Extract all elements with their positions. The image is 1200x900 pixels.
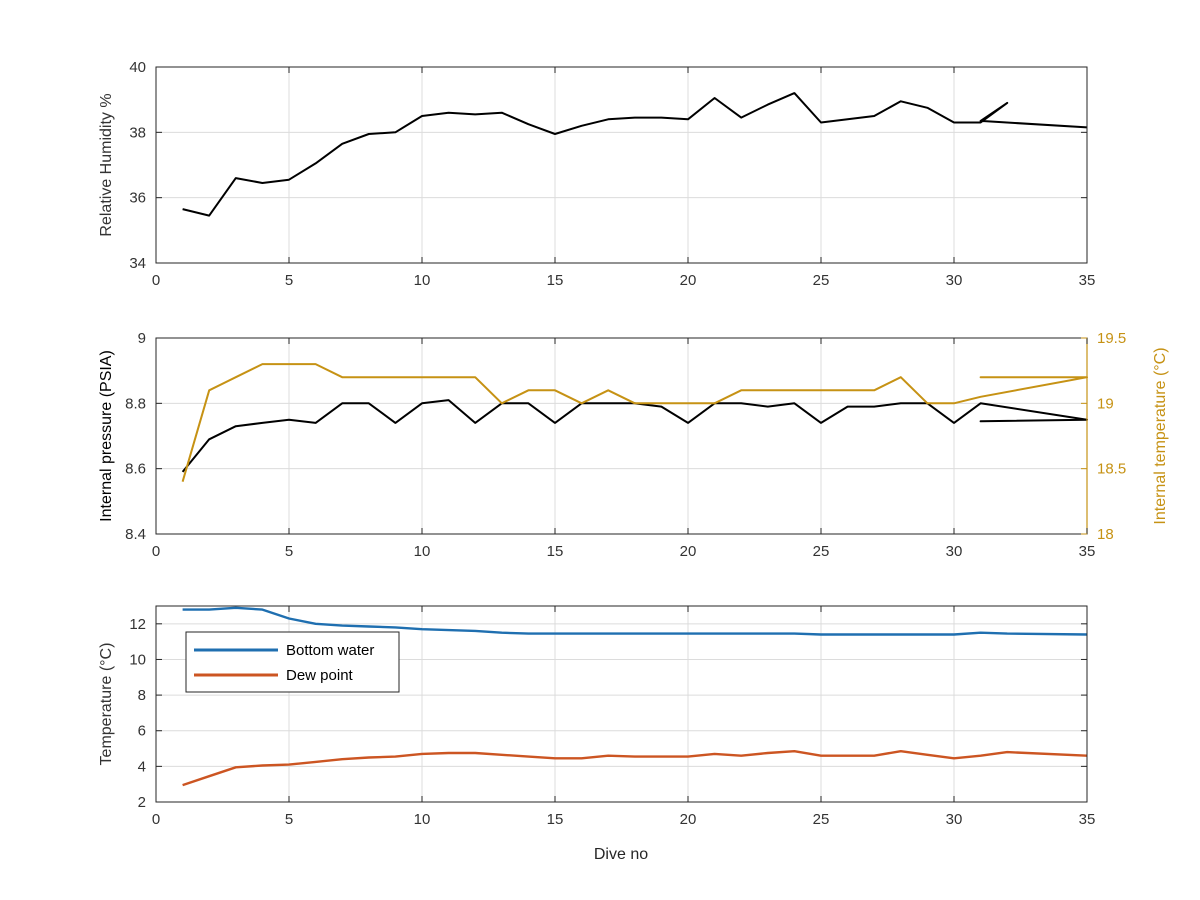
legend-box xyxy=(185,631,400,693)
x-tick-label: 15 xyxy=(547,811,564,828)
y-right-tick-label: 19.5 xyxy=(1097,330,1126,347)
legend-entry: Bottom water xyxy=(286,642,374,659)
series-line-dew-point xyxy=(182,750,1088,787)
pressure-temperature-plot: 0 5 10 15 20 25 30 35 8.4 8.6 8.8 9 18 18.5 19 19.5 Inte… xyxy=(98,330,1169,560)
x-tick-label: 5 xyxy=(285,811,293,828)
series-line-0-0 xyxy=(182,92,1088,217)
y-tick-label: 40 xyxy=(129,59,146,76)
x-tick-label: 15 xyxy=(547,272,564,289)
humidity-plot: 0 5 10 15 20 25 30 35 34 36 38 40 Relative Humidity … xyxy=(98,59,1095,289)
x-tick-label: 35 xyxy=(1079,272,1096,289)
x-tick-label: 20 xyxy=(680,811,697,828)
y-axis-label: Relative Humidity % xyxy=(98,93,115,236)
series-line-1-1 xyxy=(181,363,1088,482)
y-tick-label: 8.4 xyxy=(125,526,146,543)
x-tick-label: 35 xyxy=(1079,543,1096,560)
y-right-axis-label: Internal temperature (°C) xyxy=(1152,347,1169,524)
x-tick-label: 5 xyxy=(285,272,293,289)
x-tick-label: 5 xyxy=(285,543,293,560)
y-tick-label: 12 xyxy=(129,616,146,633)
y-tick-label: 36 xyxy=(129,190,146,207)
x-tick-label: 10 xyxy=(414,272,431,289)
y-tick-label: 38 xyxy=(129,124,146,141)
x-axis-label: Dive no xyxy=(594,846,648,863)
y-tick-label: 8.8 xyxy=(125,395,146,412)
x-tick-label: 25 xyxy=(813,543,830,560)
axes-box xyxy=(155,66,1088,264)
y-right-tick-label: 18 xyxy=(1097,526,1114,543)
x-tick-label: 15 xyxy=(547,543,564,560)
x-tick-label: 25 xyxy=(813,811,830,828)
x-tick-label: 20 xyxy=(680,543,697,560)
series-line-1-0 xyxy=(181,399,1088,473)
plot-area xyxy=(156,67,1087,263)
y-tick-label: 34 xyxy=(129,255,146,272)
axes-box xyxy=(155,605,1088,803)
x-tick-label: 25 xyxy=(813,272,830,289)
y-tick-label: 8.6 xyxy=(125,461,146,478)
x-tick-label: 30 xyxy=(946,543,963,560)
y-tick-label: 10 xyxy=(129,651,146,668)
y-tick-label: 6 xyxy=(138,723,146,740)
x-tick-label: 20 xyxy=(680,272,697,289)
plot-area xyxy=(156,338,1087,534)
y-tick-label: 4 xyxy=(138,758,146,775)
y-axis-label: Temperature (°C) xyxy=(98,643,115,766)
x-tick-label: 30 xyxy=(946,811,963,828)
y-tick-label: 8 xyxy=(138,687,146,704)
y-right-tick-label: 18.5 xyxy=(1097,461,1126,478)
y-right-tick-label: 19 xyxy=(1097,395,1114,412)
x-tick-label: 10 xyxy=(414,543,431,560)
x-tick-label: 30 xyxy=(946,272,963,289)
x-tick-label: 10 xyxy=(414,811,431,828)
x-tick-label: 0 xyxy=(152,543,160,560)
x-tick-label: 0 xyxy=(152,272,160,289)
y-tick-label: 2 xyxy=(138,794,146,811)
temperature-plot: 0 5 10 15 20 25 30 35 2 4 6 8 10 12 Temperature (°C) Bo… xyxy=(98,605,1096,828)
series-line-bottom-water xyxy=(182,606,1088,636)
x-tick-label: 35 xyxy=(1079,811,1096,828)
y-tick-label: 9 xyxy=(138,330,146,347)
y-axis-label: Internal pressure (PSIA) xyxy=(98,350,115,522)
legend-entry: Dew point xyxy=(286,667,354,684)
x-tick-label: 0 xyxy=(152,811,160,828)
